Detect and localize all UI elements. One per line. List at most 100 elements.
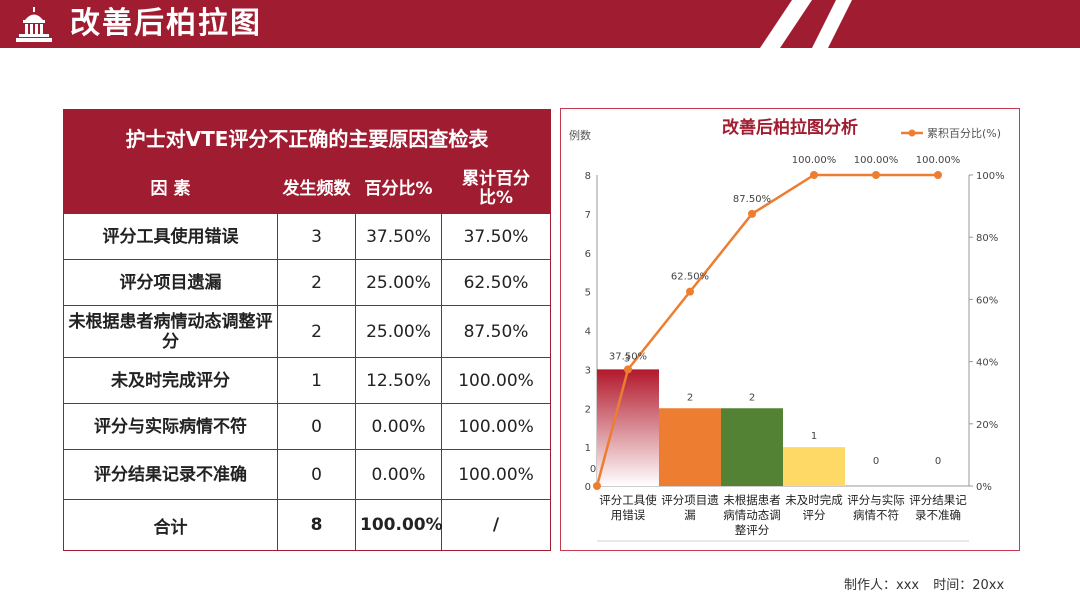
cumulative-label: 87.50% bbox=[733, 194, 771, 205]
x-tick-label: 未及时完成 bbox=[785, 493, 843, 507]
column-header: 百分比% bbox=[355, 164, 442, 214]
total-percent: 100.00% bbox=[355, 499, 443, 551]
maker-text: 制作人：xxx bbox=[844, 578, 920, 593]
count-cell: 0 bbox=[277, 403, 356, 450]
table-row: 评分工具使用错误 3 37.50% 37.50% bbox=[63, 213, 552, 260]
y-tick-label: 4 bbox=[585, 327, 591, 338]
x-tick-label: 用错误 bbox=[611, 508, 646, 522]
table-row: 评分与实际病情不符 0 0.00% 100.00% bbox=[63, 403, 552, 450]
cumulative-point bbox=[624, 365, 632, 374]
cumulative-point bbox=[748, 209, 756, 218]
pareto-bar bbox=[721, 408, 783, 486]
cumulative-cell: 100.00% bbox=[440, 449, 552, 500]
y-tick-label: 8 bbox=[585, 171, 591, 182]
x-tick-label: 评分工具使 bbox=[599, 493, 657, 507]
cumulative-point bbox=[810, 171, 818, 179]
title-banner bbox=[0, 0, 1080, 48]
cumulative-label: 100.00% bbox=[792, 155, 837, 166]
factor-cell: 评分与实际病情不符 bbox=[63, 403, 278, 450]
count-cell: 0 bbox=[277, 449, 356, 500]
total-count: 8 bbox=[277, 499, 356, 551]
total-row: 合计 8 100.00% / bbox=[63, 499, 552, 551]
y-tick-label: 7 bbox=[585, 210, 591, 221]
bar-value-label: 3 bbox=[624, 353, 630, 364]
y-tick-label: 3 bbox=[585, 365, 591, 376]
cumulative-cell: 100.00% bbox=[440, 403, 552, 450]
factor-cell: 评分工具使用错误 bbox=[63, 213, 278, 260]
page-title: 改善后柏拉图 bbox=[70, 6, 262, 41]
factor-cell: 未根据患者病情动态调整评分 bbox=[63, 305, 278, 358]
total-cumulative: / bbox=[440, 499, 552, 551]
factor-cell: 评分结果记录不准确 bbox=[63, 449, 278, 500]
cumulative-cell: 62.50% bbox=[440, 259, 552, 306]
cumulative-label: 37.50% bbox=[609, 351, 647, 362]
bar-value-label: 0 bbox=[873, 456, 879, 467]
percent-cell: 0.00% bbox=[355, 449, 442, 500]
factor-cell: 未及时完成评分 bbox=[63, 357, 278, 404]
pareto-chart-panel: 改善后柏拉图分析 累积百分比(%) 例数 0 1 2 3 4 5 6 7 8 0% 20% 40% 60% 80… bbox=[560, 108, 1020, 551]
total-label: 合计 bbox=[63, 499, 278, 551]
y2-tick-label: 80% bbox=[976, 233, 998, 244]
x-tick-label: 评分项目遗 bbox=[661, 493, 719, 507]
column-header: 发生频数 bbox=[277, 164, 356, 214]
x-tick-label: 病情动态调 bbox=[723, 508, 781, 522]
table-row: 评分项目遗漏 2 25.00% 62.50% bbox=[63, 259, 552, 306]
y2-tick-label: 20% bbox=[976, 420, 998, 431]
y-tick-label: 0 bbox=[585, 482, 591, 493]
cumulative-point bbox=[872, 171, 880, 179]
y-axis-title: 例数 bbox=[569, 128, 591, 142]
table-caption: 护士对VTE评分不正确的主要原因查检表 bbox=[62, 109, 552, 165]
x-tick-label: 评分 bbox=[803, 508, 826, 522]
cumulative-cell: 37.50% bbox=[440, 213, 552, 260]
column-header: 因 素 bbox=[63, 164, 278, 214]
count-cell: 3 bbox=[277, 213, 356, 260]
table-row: 未根据患者病情动态调整评分 2 25.00% 87.50% bbox=[63, 305, 552, 358]
cumulative-cell: 100.00% bbox=[440, 357, 552, 404]
cumulative-label: 0 bbox=[590, 464, 596, 475]
y-tick-label: 5 bbox=[585, 288, 591, 299]
percent-cell: 25.00% bbox=[355, 305, 442, 358]
table-row: 未及时完成评分 1 12.50% 100.00% bbox=[63, 357, 552, 404]
x-tick-label: 病情不符 bbox=[853, 508, 899, 522]
count-cell: 1 bbox=[277, 357, 356, 404]
cumulative-label: 100.00% bbox=[916, 155, 961, 166]
x-tick-label: 录不准确 bbox=[915, 508, 961, 522]
check-table: 护士对VTE评分不正确的主要原因查检表 因 素 发生频数 百分比% 累计百分比%… bbox=[62, 109, 552, 551]
bar-value-label: 0 bbox=[935, 456, 941, 467]
capitol-building-icon bbox=[16, 7, 52, 42]
cumulative-point bbox=[686, 287, 694, 296]
pareto-bar bbox=[597, 369, 659, 486]
x-tick-label: 整评分 bbox=[735, 523, 770, 537]
legend-label: 累积百分比(%) bbox=[927, 127, 1001, 140]
percent-cell: 25.00% bbox=[355, 259, 442, 306]
y2-tick-label: 0% bbox=[976, 482, 992, 493]
chart-title: 改善后柏拉图分析 bbox=[722, 117, 858, 138]
time-text: 时间：20xx bbox=[933, 578, 1005, 593]
column-header: 累计百分比% bbox=[440, 164, 552, 214]
bar-value-label: 1 bbox=[811, 431, 817, 442]
cumulative-cell: 87.50% bbox=[440, 305, 552, 358]
cumulative-label: 62.50% bbox=[671, 272, 709, 283]
count-cell: 2 bbox=[277, 305, 356, 358]
x-tick-label: 未根据患者 bbox=[723, 493, 781, 507]
footer: 制作人：xxx 时间：20xx bbox=[844, 574, 1014, 593]
pareto-chart: 改善后柏拉图分析 累积百分比(%)例数0123456780%20%40%60%80… bbox=[569, 117, 1005, 542]
pareto-bar bbox=[659, 408, 721, 486]
table-row: 评分结果记录不准确 0 0.00% 100.00% bbox=[63, 449, 552, 500]
count-cell: 2 bbox=[277, 259, 356, 306]
y-tick-label: 2 bbox=[585, 404, 591, 415]
x-tick-label: 评分结果记 bbox=[909, 493, 967, 507]
percent-cell: 12.50% bbox=[355, 357, 442, 404]
pareto-bar bbox=[783, 447, 845, 486]
y-tick-label: 6 bbox=[585, 249, 591, 260]
cumulative-point bbox=[934, 171, 942, 179]
x-tick-label: 漏 bbox=[684, 508, 696, 522]
percent-cell: 37.50% bbox=[355, 213, 442, 260]
y2-tick-label: 40% bbox=[976, 358, 998, 369]
percent-cell: 0.00% bbox=[355, 403, 442, 450]
bar-value-label: 2 bbox=[687, 392, 693, 403]
cumulative-label: 100.00% bbox=[854, 155, 899, 166]
x-tick-label: 评分与实际 bbox=[847, 493, 905, 507]
factor-cell: 评分项目遗漏 bbox=[63, 259, 278, 306]
y2-tick-label: 60% bbox=[976, 295, 998, 306]
